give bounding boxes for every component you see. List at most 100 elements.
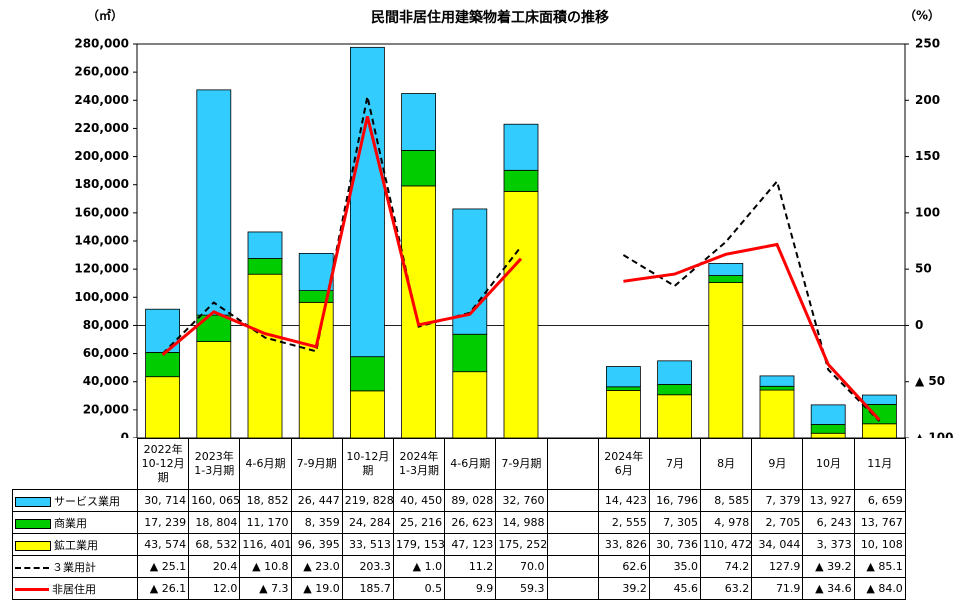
bar <box>503 169 539 192</box>
data-cell: 14, 988 <box>495 511 548 534</box>
data-cell <box>546 489 599 512</box>
y-tick-label: 40,000 <box>83 374 129 388</box>
x-tick-label: 2024年 1-3月期 <box>392 438 446 490</box>
data-cell: ▲ 84.0 <box>853 577 906 600</box>
bar <box>145 376 181 438</box>
data-cell: 59.3 <box>495 577 548 600</box>
data-cell: 30, 714 <box>136 489 190 512</box>
bar <box>298 301 334 438</box>
data-cell: 6, 659 <box>853 489 906 512</box>
data-cell: ▲ 39.2 <box>802 555 855 578</box>
series-row: 非居住用 ▲ 26.1 12.0 ▲ 7.3 ▲ 19.0 185.7 0.5 9.9 59.3… <box>12 577 906 600</box>
legend-entry: サービス業用 <box>12 489 138 512</box>
data-cell: ▲ 19.0 <box>290 577 343 600</box>
data-cell: ▲ 34.6 <box>802 577 855 600</box>
legend-label: ３業用計 <box>52 560 96 574</box>
bar <box>247 258 283 275</box>
x-tick-label: 2023年 1-3月期 <box>188 438 241 490</box>
data-cell <box>546 511 599 534</box>
chart-title: 民間非居住用建築物着工床面積の推移 <box>371 9 609 26</box>
y-tick-label: 260,000 <box>74 65 129 79</box>
bar <box>452 333 488 373</box>
legend-label: 商業用 <box>54 516 87 530</box>
y-tick-label: 240,000 <box>74 93 129 107</box>
bar <box>759 389 795 438</box>
data-cell: 25, 216 <box>392 511 446 534</box>
series-row: ３業用計 ▲ 25.1 20.4 ▲ 10.8 ▲ 23.0 203.3 ▲ 1.0 11.2… <box>12 555 906 578</box>
x-tick-label: 4-6月期 <box>239 438 292 490</box>
y-tick-label: 220,000 <box>74 121 129 135</box>
bar <box>349 46 385 358</box>
legend-swatch <box>15 588 49 591</box>
data-cell: 63.2 <box>700 577 753 600</box>
data-cell: 18, 804 <box>188 511 241 534</box>
data-cell: 62.6 <box>597 555 650 578</box>
x-tick-label: 11月 <box>853 438 906 490</box>
x-tick-label: 2024年 6月 <box>597 438 650 490</box>
x-tick-label: 10月 <box>802 438 855 490</box>
bar <box>862 423 897 438</box>
data-cell: 71.9 <box>751 577 804 600</box>
bar <box>196 89 232 316</box>
data-cell: 14, 423 <box>597 489 650 512</box>
data-cell: 6, 243 <box>802 511 855 534</box>
bar <box>759 375 795 387</box>
data-cell: 33, 513 <box>341 533 394 556</box>
bar <box>862 394 897 405</box>
legend-label: 鉱工業用 <box>54 538 98 552</box>
data-cell: ▲ 25.1 <box>136 555 190 578</box>
data-cell: ▲ 10.8 <box>239 555 292 578</box>
data-cell: 47, 123 <box>444 533 497 556</box>
data-cell: 26, 447 <box>290 489 343 512</box>
x-tick-label: 7月 <box>648 438 702 490</box>
data-cell: ▲ 7.3 <box>239 577 292 600</box>
data-cell: 34, 044 <box>751 533 804 556</box>
data-cell: 219, 828 <box>341 489 394 512</box>
data-cell: 2, 705 <box>751 511 804 534</box>
data-cell: 11, 170 <box>239 511 292 534</box>
data-cell: 7, 305 <box>648 511 702 534</box>
data-cell <box>546 577 599 600</box>
data-cell: ▲ 85.1 <box>853 555 906 578</box>
legend-swatch <box>15 566 49 569</box>
legend-entry: 商業用 <box>12 511 138 534</box>
data-cell: 33, 826 <box>597 533 650 556</box>
legend-label: サービス業用 <box>54 494 120 508</box>
bar <box>196 314 232 342</box>
data-cell <box>546 555 599 578</box>
series-row: サービス業用 30, 714 160, 065 18, 852 26, 447 219, … <box>12 489 906 512</box>
y2-tick-label: 150 <box>915 149 940 163</box>
bar <box>247 273 283 438</box>
line-series <box>161 96 881 422</box>
data-cell: 40, 450 <box>392 489 446 512</box>
data-cell: 89, 028 <box>444 489 497 512</box>
data-cell: 26, 623 <box>444 511 497 534</box>
data-cell: 175, 252 <box>495 533 548 556</box>
data-cell: 30, 736 <box>648 533 702 556</box>
data-cell: 3, 373 <box>802 533 855 556</box>
y2-tick-label: 100 <box>915 205 940 219</box>
legend-swatch <box>15 496 51 507</box>
bar <box>349 356 385 392</box>
y-tick-label: 0 <box>121 431 129 439</box>
y-unit: （㎡） <box>87 8 123 23</box>
data-cell: 4, 978 <box>700 511 753 534</box>
x-tick-label <box>546 438 599 490</box>
data-cell <box>546 533 599 556</box>
bar <box>503 190 539 438</box>
series-row: 鉱工業用 43, 574 68, 532 116, 401 96, 395 33, 513… <box>12 533 906 556</box>
data-cell: 8, 585 <box>700 489 753 512</box>
chart: 民間非居住用建築物着工床面積の推移 （㎡） （%） 0 20,000 40,000 6… <box>74 8 953 439</box>
x-tick-label: 4-6月期 <box>444 438 497 490</box>
bar <box>503 123 539 171</box>
data-cell: 20.4 <box>188 555 241 578</box>
data-cell: 10, 108 <box>853 533 906 556</box>
y2-tick-label: 200 <box>915 93 940 107</box>
y2-tick-label: ▲ 100 <box>915 431 953 439</box>
y2-tick-label: 250 <box>915 37 940 51</box>
bar <box>247 231 283 259</box>
x-tick-label: 7-9月期 <box>495 438 548 490</box>
bar <box>145 308 181 353</box>
bar <box>298 252 334 291</box>
